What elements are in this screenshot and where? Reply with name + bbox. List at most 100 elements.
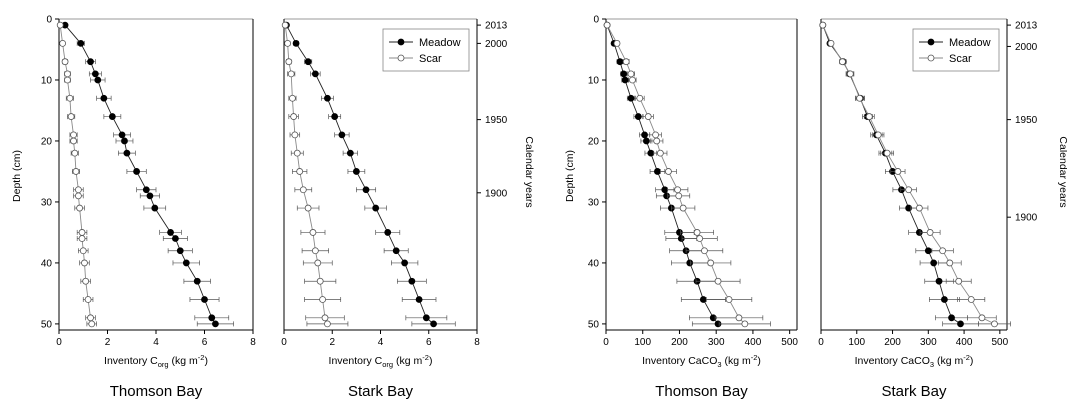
y-tick-label: 10 xyxy=(41,75,53,86)
panel-stark-corg: 0 2 4 6 8 2013 2000 1950 1900 Inventory Corg (kg … xyxy=(281,18,508,400)
site-title: Thomson Bay xyxy=(110,383,203,400)
legend-label: Meadow xyxy=(949,37,991,49)
legend-marker xyxy=(397,54,405,62)
data-point-meadow xyxy=(392,247,400,255)
site-title: Thomson Bay xyxy=(655,383,748,400)
y-tick-label: 40 xyxy=(588,258,600,269)
data-point-meadow xyxy=(176,247,184,255)
data-point-scar xyxy=(281,21,289,29)
data-point-meadow xyxy=(616,58,624,66)
data-point-meadow xyxy=(352,168,360,175)
data-point-meadow xyxy=(647,149,655,157)
legend-label: Scar xyxy=(419,53,442,65)
data-point-meadow xyxy=(208,314,216,322)
data-point-scar xyxy=(64,76,71,84)
data-point-meadow xyxy=(362,186,370,194)
data-point-meadow xyxy=(935,277,943,285)
data-point-scar xyxy=(714,277,722,285)
data-point-scar xyxy=(84,296,92,303)
y-tick-label: 0 xyxy=(593,15,599,26)
data-point-meadow xyxy=(654,168,661,175)
x-tick-label: 2 xyxy=(105,337,111,348)
data-point-scar xyxy=(285,58,293,66)
data-point-scar xyxy=(693,229,701,236)
x-axis-label: Inventory CaCO3 (kg m-2) xyxy=(642,353,761,369)
x-axis-label: Inventory CaCO3 (kg m-2) xyxy=(855,353,974,369)
data-point-meadow xyxy=(661,186,669,194)
data-point-meadow xyxy=(634,113,642,120)
calendar-tick-label: 1900 xyxy=(1015,213,1038,224)
data-point-meadow xyxy=(941,296,948,303)
data-point-meadow xyxy=(957,320,964,328)
data-point-scar xyxy=(287,70,295,78)
y-tick-label: 20 xyxy=(588,136,600,147)
data-point-meadow xyxy=(430,320,437,328)
x-tick-label: 500 xyxy=(992,337,1009,348)
data-point-scar xyxy=(79,247,87,255)
data-point-meadow xyxy=(699,296,707,303)
data-point-scar xyxy=(967,296,975,303)
data-point-meadow xyxy=(641,131,648,139)
legend-label: Meadow xyxy=(419,37,461,49)
calendar-axis-label-left: Calendar years xyxy=(523,136,535,207)
data-point-meadow xyxy=(324,94,331,102)
data-point-scar xyxy=(321,314,329,322)
data-point-scar xyxy=(629,76,636,84)
data-point-scar xyxy=(76,204,84,212)
data-point-scar xyxy=(613,39,621,47)
data-point-scar xyxy=(56,21,64,29)
data-point-scar xyxy=(991,320,998,328)
site-title: Stark Bay xyxy=(881,383,947,400)
data-point-scar xyxy=(291,131,299,139)
data-point-scar xyxy=(674,186,682,194)
calendar-tick-label: 2013 xyxy=(485,21,508,32)
x-tick-label: 2 xyxy=(329,337,335,348)
legend-marker xyxy=(927,38,935,46)
data-point-scar xyxy=(88,320,96,328)
x-axis-label: Inventory Corg (kg m-2) xyxy=(104,353,208,369)
data-point-meadow xyxy=(346,149,354,157)
y-tick-label: 40 xyxy=(41,258,53,269)
data-point-scar xyxy=(955,277,963,285)
data-point-meadow xyxy=(193,277,201,285)
data-point-meadow xyxy=(94,76,102,84)
panel-thomson-corg: 0 2 4 6 8 0 10 20 30 40 50 Inventory Corg (kg m-2) T… xyxy=(41,15,256,401)
x-tick-label: 4 xyxy=(378,337,384,348)
data-point-scar xyxy=(296,168,304,175)
x-tick-label: 300 xyxy=(920,337,937,348)
data-point-scar xyxy=(915,204,923,212)
data-point-scar xyxy=(67,113,75,120)
calendar-axis-label-right: Calendar years xyxy=(1057,136,1067,207)
data-point-scar xyxy=(293,149,301,157)
data-point-scar xyxy=(627,70,635,78)
data-point-scar xyxy=(926,229,934,236)
data-point-scar xyxy=(675,192,683,200)
x-tick-label: 0 xyxy=(281,337,287,348)
x-tick-label: 500 xyxy=(781,337,798,348)
legend-box xyxy=(382,28,470,72)
data-point-scar xyxy=(865,113,873,120)
calendar-tick-label: 2000 xyxy=(485,39,508,50)
data-point-meadow xyxy=(100,94,108,102)
data-point-scar xyxy=(71,149,79,157)
data-point-scar xyxy=(856,94,864,102)
data-point-scar xyxy=(70,131,77,139)
data-point-scar xyxy=(644,113,652,120)
legend: Meadow Scar xyxy=(912,28,1000,72)
data-point-scar xyxy=(652,131,659,139)
data-point-scar xyxy=(299,186,307,194)
data-point-scar xyxy=(72,168,80,175)
data-point-meadow xyxy=(948,314,955,322)
series-line-meadow xyxy=(606,24,719,325)
y-tick-label: 50 xyxy=(41,319,53,330)
data-point-scar xyxy=(289,94,296,102)
data-point-scar xyxy=(665,168,672,175)
data-point-scar xyxy=(827,39,835,47)
data-point-scar xyxy=(304,204,312,212)
data-point-meadow xyxy=(620,70,628,78)
data-point-meadow xyxy=(338,131,346,139)
data-point-scar xyxy=(735,314,743,322)
data-point-scar xyxy=(603,21,611,29)
x-tick-label: 4 xyxy=(153,337,159,348)
calendar-tick-label: 1950 xyxy=(1015,115,1038,126)
